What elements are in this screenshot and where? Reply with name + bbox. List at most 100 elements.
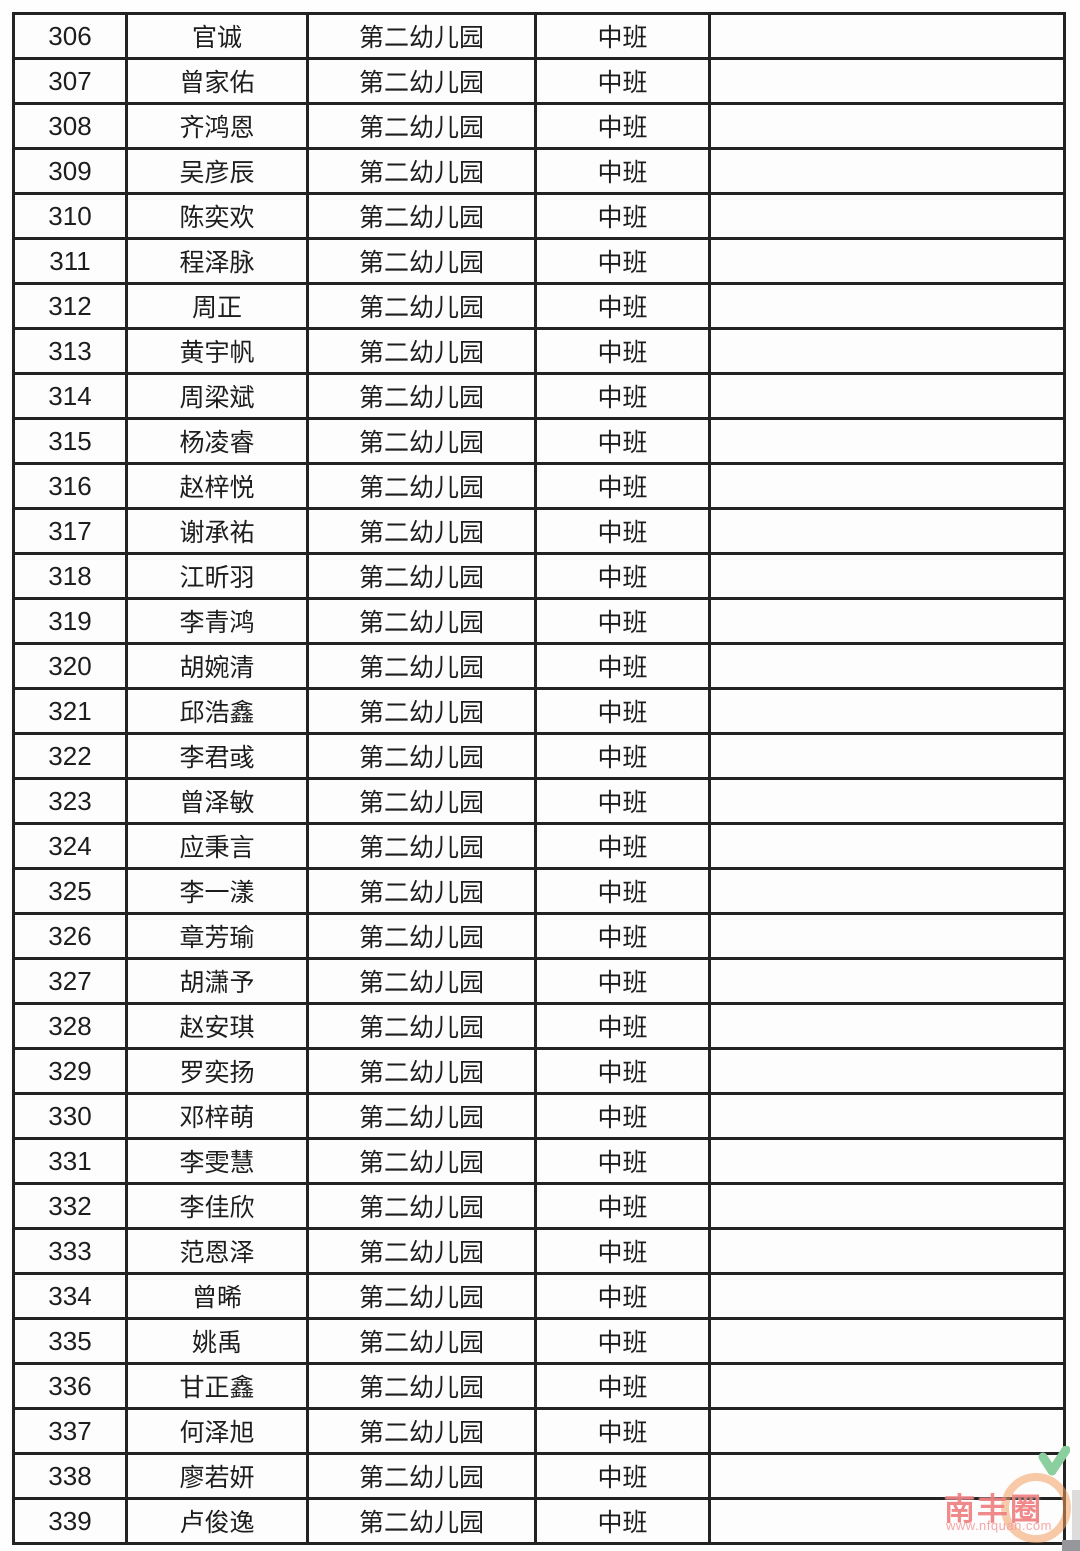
cell-school: 第二幼儿园 — [306, 597, 537, 645]
cell-school: 第二幼儿园 — [306, 147, 537, 195]
cell-school: 第二幼儿园 — [306, 1497, 537, 1545]
cell-remark — [708, 1227, 1066, 1275]
cell-number: 333 — [12, 1227, 128, 1275]
cell-remark — [708, 867, 1066, 915]
cell-remark — [708, 237, 1066, 285]
cell-remark — [708, 552, 1066, 600]
cell-remark — [708, 1317, 1066, 1365]
cell-number: 315 — [12, 417, 128, 465]
cell-remark — [708, 372, 1066, 420]
cell-name: 罗奕扬 — [125, 1047, 309, 1095]
cell-remark — [708, 282, 1066, 330]
cell-school: 第二幼儿园 — [306, 732, 537, 780]
cell-school: 第二幼儿园 — [306, 1182, 537, 1230]
cell-name: 范恩泽 — [125, 1227, 309, 1275]
cell-name: 李青鸿 — [125, 597, 309, 645]
cell-name: 邓梓萌 — [125, 1092, 309, 1140]
cell-number: 327 — [12, 957, 128, 1005]
cell-school: 第二幼儿园 — [306, 417, 537, 465]
table-row: 309 吴彦辰 第二幼儿园 中班 — [12, 147, 1066, 195]
cell-name: 齐鸿恩 — [125, 102, 309, 150]
cell-number: 331 — [12, 1137, 128, 1185]
cell-remark — [708, 417, 1066, 465]
cell-name: 姚禹 — [125, 1317, 309, 1365]
cell-class: 中班 — [534, 102, 711, 150]
cell-remark — [708, 1497, 1066, 1545]
cell-class: 中班 — [534, 777, 711, 825]
cell-name: 江昕羽 — [125, 552, 309, 600]
table-row: 326 章芳瑜 第二幼儿园 中班 — [12, 912, 1066, 960]
cell-class: 中班 — [534, 552, 711, 600]
cell-class: 中班 — [534, 642, 711, 690]
cell-number: 322 — [12, 732, 128, 780]
cell-school: 第二幼儿园 — [306, 1227, 537, 1275]
table-row: 339 卢俊逸 第二幼儿园 中班 — [12, 1497, 1066, 1545]
cell-school: 第二幼儿园 — [306, 1317, 537, 1365]
scrollbar-corner — [1062, 1540, 1080, 1551]
cell-school: 第二幼儿园 — [306, 1272, 537, 1320]
table-row: 320 胡婉清 第二幼儿园 中班 — [12, 642, 1066, 690]
cell-name: 廖若妍 — [125, 1452, 309, 1500]
cell-remark — [708, 1092, 1066, 1140]
cell-name: 杨凌睿 — [125, 417, 309, 465]
cell-number: 314 — [12, 372, 128, 420]
cell-name: 胡潇予 — [125, 957, 309, 1005]
cell-number: 306 — [12, 12, 128, 60]
cell-class: 中班 — [534, 1092, 711, 1140]
cell-school: 第二幼儿园 — [306, 642, 537, 690]
table-row: 338 廖若妍 第二幼儿园 中班 — [12, 1452, 1066, 1500]
cell-class: 中班 — [534, 327, 711, 375]
cell-remark — [708, 1137, 1066, 1185]
table-row: 317 谢承祐 第二幼儿园 中班 — [12, 507, 1066, 555]
table-row: 310 陈奕欢 第二幼儿园 中班 — [12, 192, 1066, 240]
cell-number: 338 — [12, 1452, 128, 1500]
table-row: 332 李佳欣 第二幼儿园 中班 — [12, 1182, 1066, 1230]
table-row: 336 甘正鑫 第二幼儿园 中班 — [12, 1362, 1066, 1410]
cell-name: 甘正鑫 — [125, 1362, 309, 1410]
table-row: 312 周正 第二幼儿园 中班 — [12, 282, 1066, 330]
cell-school: 第二幼儿园 — [306, 192, 537, 240]
cell-school: 第二幼儿园 — [306, 462, 537, 510]
cell-class: 中班 — [534, 1497, 711, 1545]
cell-number: 320 — [12, 642, 128, 690]
cell-number: 316 — [12, 462, 128, 510]
cell-school: 第二幼儿园 — [306, 12, 537, 60]
cell-remark — [708, 1047, 1066, 1095]
cell-remark — [708, 192, 1066, 240]
cell-class: 中班 — [534, 867, 711, 915]
cell-class: 中班 — [534, 1452, 711, 1500]
cell-remark — [708, 687, 1066, 735]
table-row: 318 江昕羽 第二幼儿园 中班 — [12, 552, 1066, 600]
table-row: 321 邱浩鑫 第二幼儿园 中班 — [12, 687, 1066, 735]
cell-class: 中班 — [534, 1002, 711, 1050]
cell-name: 赵安琪 — [125, 1002, 309, 1050]
cell-school: 第二幼儿园 — [306, 1407, 537, 1455]
cell-remark — [708, 642, 1066, 690]
cell-name: 程泽脉 — [125, 237, 309, 285]
cell-remark — [708, 957, 1066, 1005]
cell-class: 中班 — [534, 372, 711, 420]
cell-remark — [708, 147, 1066, 195]
cell-number: 336 — [12, 1362, 128, 1410]
cell-remark — [708, 1452, 1066, 1500]
cell-remark — [708, 507, 1066, 555]
cell-class: 中班 — [534, 192, 711, 240]
cell-name: 章芳瑜 — [125, 912, 309, 960]
table-row: 322 李君彧 第二幼儿园 中班 — [12, 732, 1066, 780]
cell-name: 谢承祐 — [125, 507, 309, 555]
cell-number: 330 — [12, 1092, 128, 1140]
cell-class: 中班 — [534, 57, 711, 105]
cell-number: 332 — [12, 1182, 128, 1230]
cell-number: 321 — [12, 687, 128, 735]
cell-number: 310 — [12, 192, 128, 240]
cell-number: 335 — [12, 1317, 128, 1365]
cell-school: 第二幼儿园 — [306, 687, 537, 735]
cell-name: 吴彦辰 — [125, 147, 309, 195]
student-table-body: 306 官诚 第二幼儿园 中班 307 曾家佑 第二幼儿园 中班 308 齐鸿恩 第二幼儿园 中班 30… — [12, 12, 1066, 1545]
cell-remark — [708, 777, 1066, 825]
cell-remark — [708, 1272, 1066, 1320]
cell-name: 周梁斌 — [125, 372, 309, 420]
cell-class: 中班 — [534, 507, 711, 555]
cell-name: 李一漾 — [125, 867, 309, 915]
cell-school: 第二幼儿园 — [306, 507, 537, 555]
